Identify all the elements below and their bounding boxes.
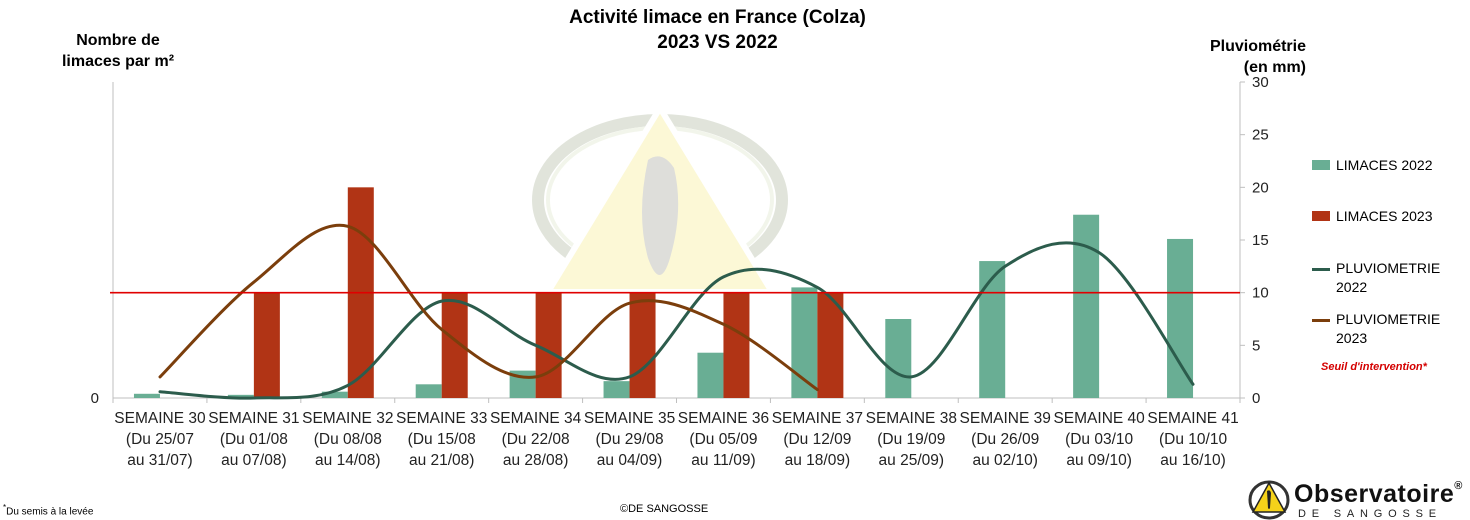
warning-triangle-icon bbox=[1248, 480, 1290, 520]
bar-limaces-2022 bbox=[415, 384, 442, 398]
bar-limaces-2023 bbox=[629, 292, 656, 398]
right-axis-tick-label: 30 bbox=[1252, 74, 1269, 91]
line-pluvio-2023 bbox=[158, 223, 819, 392]
bar-limaces-2022 bbox=[133, 393, 160, 398]
legend-swatch-pluvio-2023 bbox=[1312, 319, 1330, 322]
legend-swatch-limaces-2023 bbox=[1312, 211, 1330, 221]
x-axis-category-label: SEMAINE 33 (Du 15/08 au 21/08) bbox=[396, 410, 487, 469]
logo-registered-mark: ® bbox=[1454, 480, 1463, 492]
line-pluvio-2022 bbox=[158, 241, 1195, 400]
footnote-star: * bbox=[3, 503, 7, 512]
legend-item-pluvio-2022: PLUVIOMETRIE 2022 bbox=[1312, 259, 1440, 297]
chart-title-line2: 2023 VS 2022 bbox=[657, 32, 778, 53]
right-axis-tick-label: 20 bbox=[1252, 179, 1269, 196]
legend-label-pluvio-2023: PLUVIOMETRIE 2023 bbox=[1336, 311, 1441, 346]
x-axis-category-label: SEMAINE 31 (Du 01/08 au 07/08) bbox=[208, 410, 299, 469]
right-axis-label: Pluviométrie (en mm) bbox=[1209, 38, 1306, 76]
legend-item-pluvio-2023: PLUVIOMETRIE 2023 bbox=[1312, 310, 1440, 348]
plot-area: 0 0 5 10 15 20 25 30 SEMAINE 30 (Du 25/07 au 31/07… bbox=[91, 74, 1269, 469]
footnote-text: Du semis à la levée bbox=[6, 506, 94, 518]
logo-name: Observatoire bbox=[1294, 480, 1455, 508]
x-axis-category-label: SEMAINE 37 (Du 12/09 au 18/09) bbox=[772, 410, 863, 469]
watermark-logo bbox=[532, 102, 788, 295]
bar-limaces-2022 bbox=[885, 319, 912, 398]
x-axis-category-label: SEMAINE 32 (Du 08/08 au 14/08) bbox=[302, 410, 393, 469]
x-axis-category-label: SEMAINE 34 (Du 22/08 au 28/08) bbox=[490, 410, 582, 469]
bar-limaces-2023 bbox=[253, 292, 280, 398]
bar-limaces-2022 bbox=[603, 381, 630, 398]
legend-item-limaces-2023: LIMACES 2023 bbox=[1312, 207, 1433, 226]
legend-swatch-limaces-2022 bbox=[1312, 160, 1330, 170]
bar-limaces-2023 bbox=[817, 292, 844, 398]
legend-label-limaces-2022: LIMACES 2022 bbox=[1336, 157, 1433, 173]
x-axis-category-label: SEMAINE 40 (Du 03/10 au 09/10) bbox=[1053, 410, 1145, 469]
right-axis-tick-label: 0 bbox=[1252, 390, 1260, 407]
bar-limaces-2023 bbox=[723, 292, 750, 398]
legend-label-pluvio-2022: PLUVIOMETRIE 2022 bbox=[1336, 260, 1441, 295]
footnote: *Du semis à la levée bbox=[3, 503, 93, 517]
right-axis-tick-label: 25 bbox=[1252, 127, 1269, 144]
legend-seuil-label: Seuil d'intervention* bbox=[1321, 361, 1427, 373]
x-axis-category-label: SEMAINE 35 (Du 29/08 au 04/09) bbox=[584, 410, 675, 469]
legend-label-limaces-2023: LIMACES 2023 bbox=[1336, 208, 1433, 224]
bar-limaces-2023 bbox=[535, 292, 562, 398]
legend-swatch-pluvio-2022 bbox=[1312, 268, 1330, 271]
bar-limaces-2022 bbox=[321, 391, 348, 398]
logo-subtext: DE SANGOSSE bbox=[1298, 508, 1442, 520]
bar-limaces-2022 bbox=[227, 394, 254, 398]
left-axis-tick-label: 0 bbox=[91, 390, 99, 407]
copyright: ©DE SANGOSSE bbox=[620, 503, 709, 515]
bar-limaces-2022 bbox=[979, 261, 1006, 398]
left-axis-label: Nombre de limaces par m² bbox=[61, 32, 175, 70]
observatoire-logo: Observatoire® DE SANGOSSE bbox=[1248, 478, 1470, 520]
x-axis-category-label: SEMAINE 30 (Du 25/07 au 31/07) bbox=[114, 410, 206, 469]
chart-title-line1: Activité limace en France (Colza) bbox=[569, 7, 866, 28]
bar-limaces-2022 bbox=[1073, 214, 1100, 398]
x-axis-category-label: SEMAINE 38 (Du 19/09 au 25/09) bbox=[866, 410, 957, 469]
right-axis-tick-label: 15 bbox=[1252, 232, 1269, 249]
x-axis-category-label: SEMAINE 36 (Du 05/09 au 11/09) bbox=[678, 410, 769, 469]
right-axis-tick-label: 10 bbox=[1252, 285, 1269, 302]
right-axis-tick-label: 5 bbox=[1252, 337, 1260, 354]
bar-limaces-2022 bbox=[1167, 238, 1194, 398]
logo-text: Observatoire® bbox=[1294, 480, 1463, 509]
x-axis-category-label: SEMAINE 39 (Du 26/09 au 02/10) bbox=[960, 410, 1051, 469]
bar-limaces-2022 bbox=[697, 352, 724, 398]
x-axis-category-label: SEMAINE 41 (Du 10/10 au 16/10) bbox=[1147, 410, 1238, 469]
legend-item-limaces-2022: LIMACES 2022 bbox=[1312, 156, 1433, 175]
